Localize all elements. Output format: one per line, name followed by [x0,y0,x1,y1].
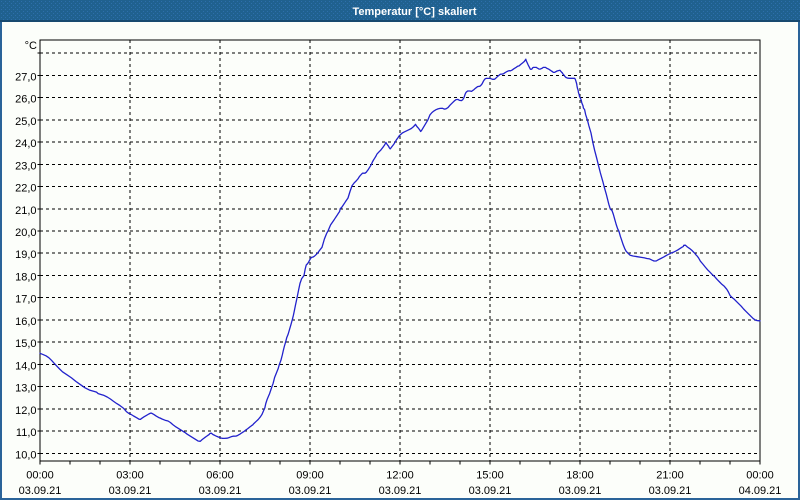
svg-text:27,0: 27,0 [15,71,36,83]
svg-text:15:00: 15:00 [476,470,504,482]
svg-text:°C: °C [25,40,37,52]
svg-text:21,0: 21,0 [15,205,36,217]
svg-text:00:00: 00:00 [26,470,54,482]
svg-text:09:00: 09:00 [296,470,324,482]
svg-text:04.09.21: 04.09.21 [739,485,782,497]
svg-text:03.09.21: 03.09.21 [289,485,332,497]
svg-text:03.09.21: 03.09.21 [469,485,512,497]
svg-text:12,0: 12,0 [15,405,36,417]
svg-text:Temperatur [°C] skaliert: Temperatur [°C] skaliert [352,6,476,18]
svg-text:26,0: 26,0 [15,94,36,106]
svg-text:13,0: 13,0 [15,383,36,395]
svg-text:22,0: 22,0 [15,183,36,195]
svg-text:06:00: 06:00 [206,470,234,482]
svg-text:03.09.21: 03.09.21 [19,485,62,497]
svg-text:03.09.21: 03.09.21 [109,485,152,497]
svg-text:12:00: 12:00 [386,470,414,482]
svg-text:03:00: 03:00 [116,470,144,482]
svg-text:21:00: 21:00 [656,470,684,482]
svg-text:23,0: 23,0 [15,160,36,172]
svg-text:19,0: 19,0 [15,249,36,261]
svg-text:15,0: 15,0 [15,338,36,350]
svg-text:11,0: 11,0 [16,427,37,439]
svg-text:24,0: 24,0 [15,138,36,150]
svg-text:25,0: 25,0 [15,116,36,128]
svg-text:14,0: 14,0 [15,360,36,372]
svg-text:03.09.21: 03.09.21 [199,485,242,497]
svg-text:10,0: 10,0 [15,449,36,461]
svg-text:18,0: 18,0 [15,272,36,284]
svg-text:03.09.21: 03.09.21 [379,485,422,497]
svg-text:16,0: 16,0 [15,316,36,328]
svg-text:17,0: 17,0 [15,294,36,306]
svg-text:03.09.21: 03.09.21 [649,485,692,497]
svg-text:20,0: 20,0 [15,227,36,239]
svg-text:03.09.21: 03.09.21 [559,485,602,497]
svg-text:00:00: 00:00 [746,470,774,482]
svg-text:18:00: 18:00 [566,470,594,482]
